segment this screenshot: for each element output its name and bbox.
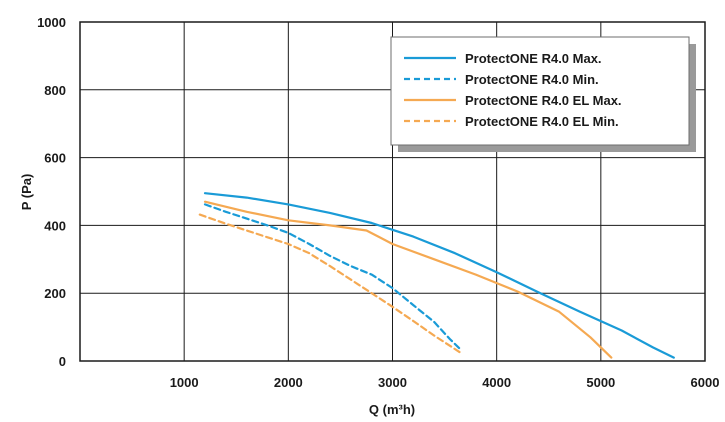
legend-label-1: ProtectONE R4.0 Max. bbox=[465, 51, 602, 66]
legend-label-4: ProtectONE R4.0 EL Min. bbox=[465, 114, 619, 129]
x-tick-labels: 1000 2000 3000 4000 5000 6000 bbox=[170, 375, 720, 390]
y-tick-label: 400 bbox=[44, 218, 66, 233]
x-tick-label: 1000 bbox=[170, 375, 199, 390]
y-tick-labels: 0 200 400 600 800 1000 bbox=[37, 15, 66, 369]
y-tick-label: 0 bbox=[59, 354, 66, 369]
series-lines bbox=[198, 192, 675, 359]
x-axis-label: Q (m³h) bbox=[369, 402, 415, 417]
legend: ProtectONE R4.0 Max. ProtectONE R4.0 Min.… bbox=[390, 36, 696, 152]
y-tick-label: 200 bbox=[44, 286, 66, 301]
x-tick-label: 5000 bbox=[586, 375, 615, 390]
series-line-4 bbox=[198, 213, 462, 354]
plot-area-border bbox=[79, 21, 706, 362]
y-tick-label: 800 bbox=[44, 83, 66, 98]
x-tick-label: 4000 bbox=[482, 375, 511, 390]
legend-items: ProtectONE R4.0 Max. ProtectONE R4.0 Min.… bbox=[404, 51, 622, 129]
legend-label-3: ProtectONE R4.0 EL Max. bbox=[465, 93, 622, 108]
y-tick-label: 1000 bbox=[37, 15, 66, 30]
x-tick-label: 3000 bbox=[378, 375, 407, 390]
legend-label-2: ProtectONE R4.0 Min. bbox=[465, 72, 599, 87]
x-tick-label: 2000 bbox=[274, 375, 303, 390]
y-tick-label: 600 bbox=[44, 151, 66, 166]
y-axis-label: P (Pa) bbox=[19, 174, 34, 211]
series-line-1 bbox=[203, 192, 675, 359]
series-line-3 bbox=[203, 200, 613, 359]
series-line-2 bbox=[203, 203, 462, 351]
x-tick-label: 6000 bbox=[691, 375, 720, 390]
legend-box bbox=[390, 36, 690, 146]
